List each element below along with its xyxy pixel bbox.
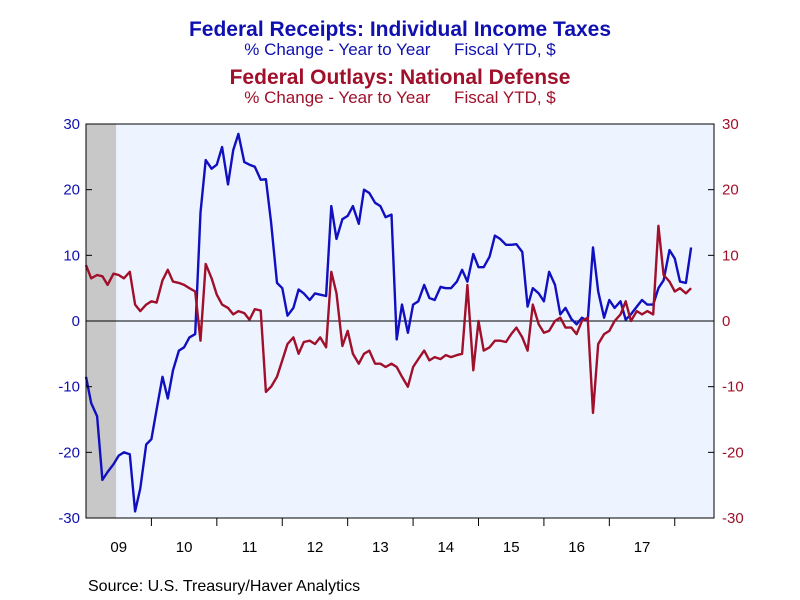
right-tick-label: 20 (722, 182, 739, 199)
right-tick-label: 10 (722, 247, 739, 264)
source-note: Source: U.S. Treasury/Haver Analytics (88, 578, 361, 595)
x-tick-label: 09 (110, 539, 127, 556)
x-tick-label: 10 (176, 539, 193, 556)
chart-subtitle-outlays: % Change - Year to Year Fiscal YTD, $ (244, 88, 556, 107)
chart-subtitle-receipts: % Change - Year to Year Fiscal YTD, $ (244, 40, 556, 59)
left-tick-label: 20 (63, 182, 80, 199)
series-line-receipts (84, 132, 693, 513)
right-tick-label: 0 (722, 313, 730, 330)
x-tick-label: 12 (307, 539, 324, 556)
left-tick-label: 30 (63, 116, 80, 133)
chart-title-outlays: Federal Outlays: National Defense (229, 66, 571, 89)
chart-title-receipts: Federal Receipts: Individual Income Taxe… (188, 18, 612, 41)
x-tick-label: 15 (503, 539, 520, 556)
left-tick-label: 0 (72, 313, 80, 330)
left-tick-label: -30 (58, 510, 80, 527)
x-tick-label: 14 (437, 539, 454, 556)
x-tick-label: 17 (634, 539, 651, 556)
series-line-outlays (84, 224, 692, 415)
right-tick-label: -20 (722, 444, 744, 461)
x-tick-label: 16 (568, 539, 585, 556)
right-tick-label: -30 (722, 510, 744, 527)
left-tick-label: -20 (58, 444, 80, 461)
x-tick-label: 13 (372, 539, 389, 556)
left-tick-label: 10 (63, 247, 80, 264)
x-tick-label: 11 (242, 539, 258, 556)
right-tick-label: 30 (722, 116, 739, 133)
right-tick-label: -10 (722, 379, 744, 396)
left-tick-label: -10 (58, 379, 80, 396)
